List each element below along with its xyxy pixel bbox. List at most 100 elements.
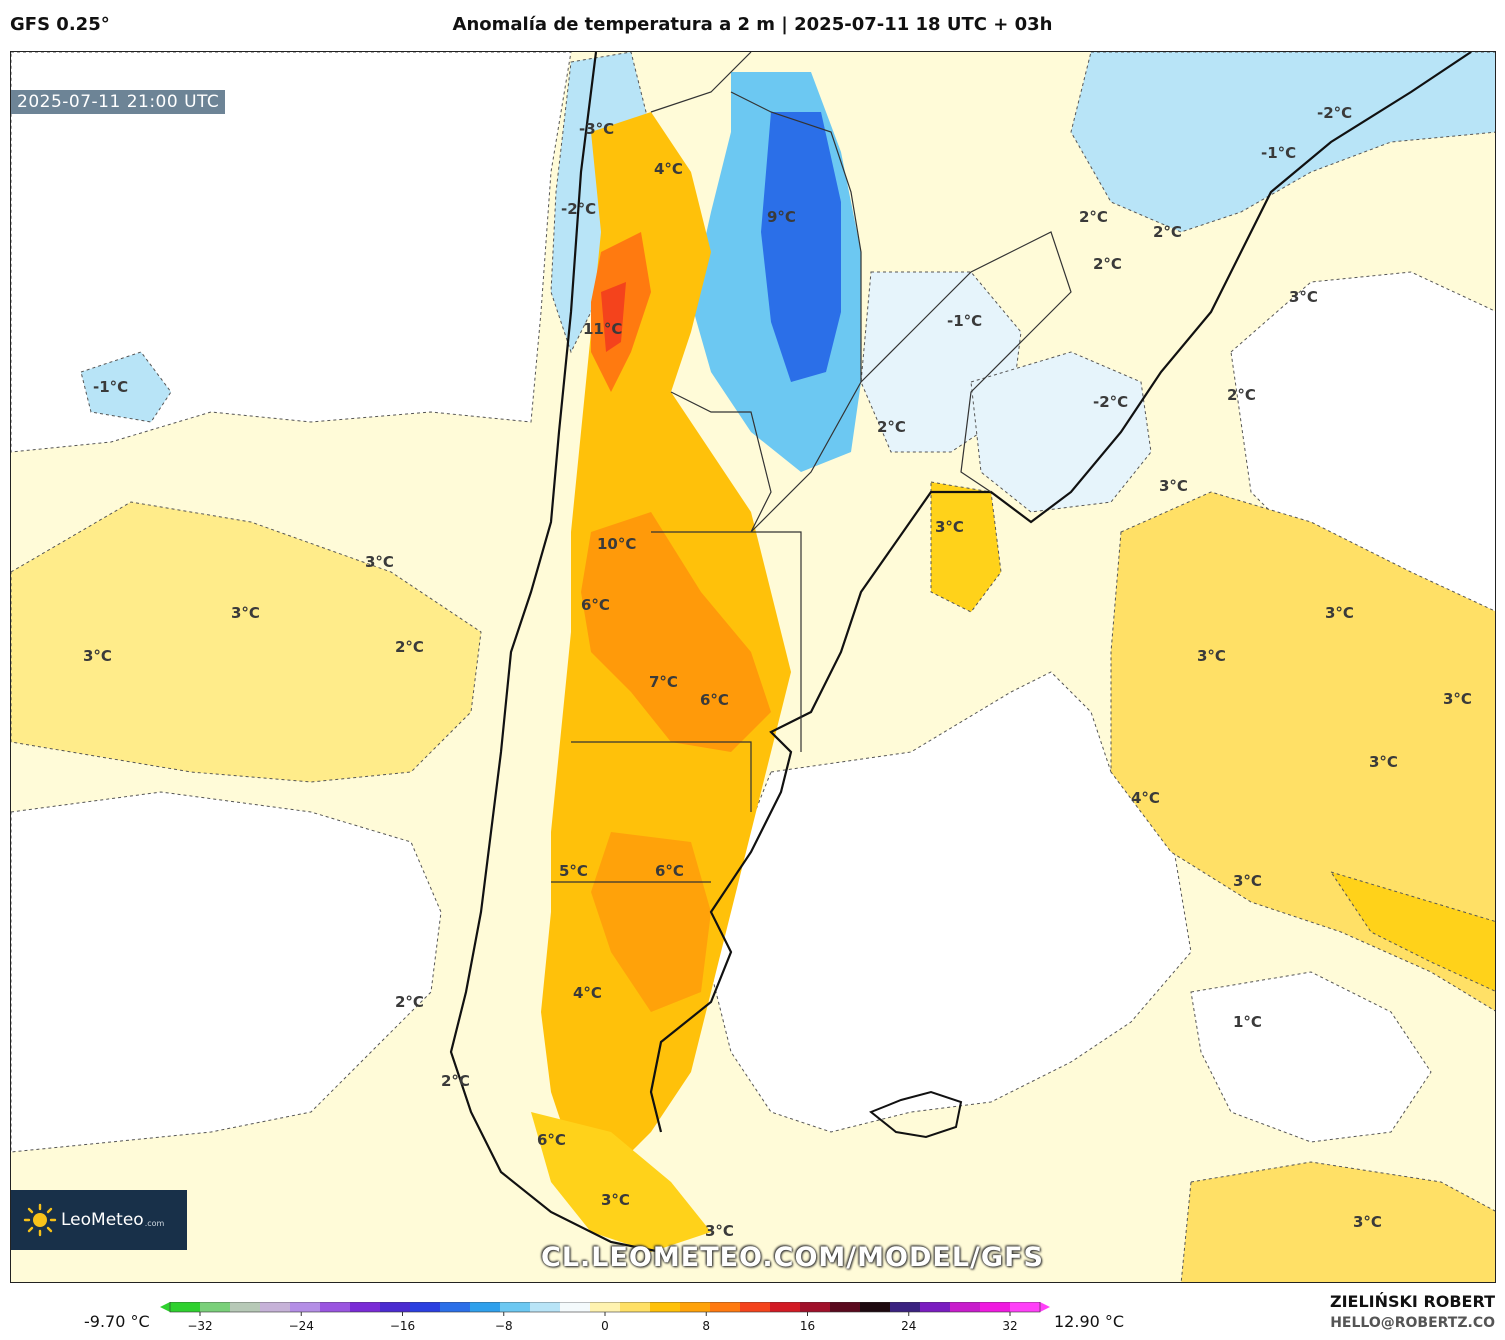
author-email[interactable]: HELLO@ROBERTZ.CO [1330, 1315, 1495, 1331]
colorbar-swatch [590, 1302, 621, 1312]
neutral-zone-pacific-north [11, 52, 572, 453]
colorbar-swatch [800, 1302, 831, 1312]
cold-zone-brazil-coast [1070, 52, 1495, 233]
colorbar-tick-label: 8 [702, 1319, 710, 1333]
colorbar-swatch [200, 1302, 231, 1312]
colorbar-tick-label: −32 [187, 1319, 212, 1333]
coastline-pacific [449, 52, 662, 1254]
colorbar-swatch [920, 1302, 951, 1312]
anomaly-label: 6°C [537, 1131, 566, 1149]
logo-name: LeoMeteo [61, 1210, 144, 1230]
anomaly-label: 2°C [395, 638, 424, 656]
anomaly-label: 4°C [1131, 789, 1160, 807]
anomaly-label: 9°C [767, 208, 796, 226]
anomaly-label: 3°C [1197, 647, 1226, 665]
sun-icon [23, 1203, 57, 1237]
anomaly-label: 3°C [231, 604, 260, 622]
colorbar-swatch [230, 1302, 261, 1312]
source-url-watermark[interactable]: CL.LEOMETEO.COM/MODEL/GFS [541, 1242, 1044, 1273]
colorbar-arrow-right [1040, 1302, 1050, 1312]
valid-time-badge: 2025-07-11 21:00 UTC [11, 90, 226, 114]
colorbar-tick-label: −16 [390, 1319, 415, 1333]
colorbar-swatch [680, 1302, 711, 1312]
colorbar-swatch [980, 1302, 1011, 1312]
anomaly-label: 3°C [83, 647, 112, 665]
anomaly-label: 3°C [1353, 1213, 1382, 1231]
anomaly-label: 6°C [700, 691, 729, 709]
colorbar-swatch [770, 1302, 801, 1312]
anomaly-label: 3°C [365, 553, 394, 571]
anomaly-label: 2°C [1153, 223, 1182, 241]
colorbar-swatch [500, 1302, 531, 1312]
anomaly-label: -2°C [1093, 393, 1128, 411]
model-name: GFS 0.25° [10, 14, 110, 35]
anomaly-label: 3°C [705, 1222, 734, 1240]
colorbar-swatch [710, 1302, 741, 1312]
anomaly-label: -1°C [947, 312, 982, 330]
warm-core-central [581, 512, 771, 752]
coastline-atlantic [649, 52, 1472, 1133]
cold-zone-uruguay [970, 351, 1152, 513]
anomaly-label: 3°C [601, 1191, 630, 1209]
warm-zone-patagonia [591, 832, 711, 1012]
anomaly-label: 3°C [1289, 288, 1318, 306]
colorbar-swatch [950, 1302, 981, 1312]
colorbar-swatch [440, 1302, 471, 1312]
positive-zone-atlantic-east [1110, 491, 1495, 1012]
anomaly-label: 10°C [597, 535, 636, 553]
leometeo-logo[interactable]: LeoMeteo .com [11, 1190, 187, 1250]
colorbar-min-label: -9.70 °C [84, 1312, 150, 1331]
colorbar-swatch [320, 1302, 351, 1312]
positive-zone-pacific [11, 501, 482, 783]
neutral-zone-atlantic [710, 671, 1192, 1133]
cold-core-bolivia [761, 112, 841, 382]
logo-suffix: .com [144, 1218, 165, 1228]
country-borders [551, 52, 1072, 883]
colorbar-swatch [860, 1302, 891, 1312]
anomaly-label: 2°C [1093, 255, 1122, 273]
anomaly-label: -2°C [1317, 104, 1352, 122]
colorbar-max-label: 12.90 °C [1054, 1312, 1125, 1331]
anomaly-label: 6°C [581, 596, 610, 614]
colorbar: −32 −24 −16 −8 0 8 16 24 32 [160, 1302, 1050, 1333]
colorbar-swatch [530, 1302, 561, 1312]
anomaly-label: 4°C [573, 984, 602, 1002]
anomaly-label: 2°C [1227, 386, 1256, 404]
colorbar-swatch [350, 1302, 381, 1312]
colorbar-tick-label: 16 [800, 1319, 815, 1333]
colorbar-swatch [290, 1302, 321, 1312]
colorbar-swatch [410, 1302, 441, 1312]
colorbar-swatch [890, 1302, 921, 1312]
colorbar-swatch [1010, 1302, 1041, 1312]
anomaly-label: 3°C [935, 518, 964, 536]
colorbar-tick-label: 0 [601, 1319, 609, 1333]
warm-zone-south-tip [531, 1112, 711, 1252]
anomaly-label: 1°C [1233, 1013, 1262, 1031]
colorbar-swatch [170, 1302, 201, 1312]
anomaly-label: 3°C [1159, 477, 1188, 495]
anomaly-label: 3°C [1369, 753, 1398, 771]
colorbar-arrow-left [160, 1302, 170, 1312]
anomaly-label: 2°C [1079, 208, 1108, 226]
colorbar-tick-label: −8 [495, 1319, 513, 1333]
colorbar-swatch [470, 1302, 501, 1312]
colorbar-swatch [620, 1302, 651, 1312]
warm-max-andes [601, 282, 626, 352]
cold-zone-pacific-small [80, 351, 172, 423]
colorbar-swatch [260, 1302, 291, 1312]
warm-zone-uruguay-coast [930, 481, 1002, 613]
anomaly-label: 11°C [583, 320, 622, 338]
anomaly-label: 2°C [441, 1072, 470, 1090]
author-name: ZIELIŃSKI ROBERT [1329, 1292, 1495, 1311]
anomaly-label: -1°C [93, 378, 128, 396]
anomaly-label: 5°C [559, 862, 588, 880]
map-canvas: -3°C 4°C -2°C 9°C -2°C -1°C 2°C 2°C 2°C … [11, 52, 1495, 1282]
neutral-zone-pacific-south [11, 791, 442, 1153]
colorbar-tick-label: 24 [901, 1319, 916, 1333]
anomaly-map[interactable]: -3°C 4°C -2°C 9°C -2°C -1°C 2°C 2°C 2°C … [10, 51, 1496, 1283]
colorbar-swatch [560, 1302, 591, 1312]
anomaly-label: -1°C [1261, 144, 1296, 162]
positive-zone-atlantic-core [1329, 871, 1495, 992]
anomaly-label: -2°C [561, 200, 596, 218]
anomaly-label: 3°C [1325, 604, 1354, 622]
